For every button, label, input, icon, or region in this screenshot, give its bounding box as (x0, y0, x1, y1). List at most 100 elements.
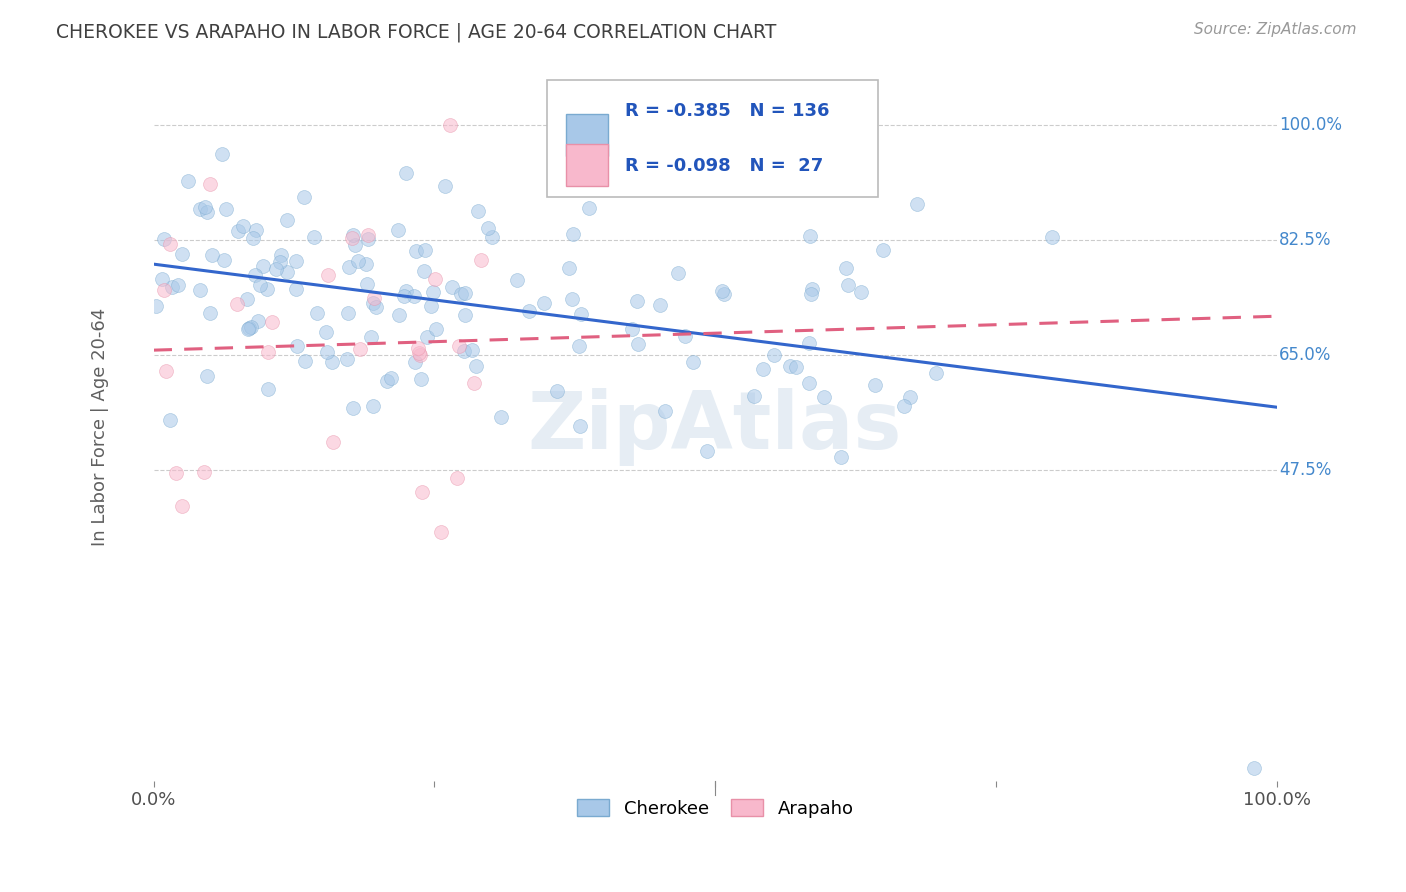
Point (406, 341, 429, 355)
Point (294, 354, 316, 368)
Point (318, 268, 340, 283)
Point (242, 231, 264, 245)
Point (477, 221, 499, 235)
Point (898, 390, 921, 404)
Point (761, 164, 783, 178)
Point (232, 219, 254, 234)
Point (1243, 761, 1265, 775)
Point (713, 286, 735, 301)
Point (422, 285, 444, 299)
Point (627, 337, 650, 351)
Point (682, 354, 704, 368)
Point (361, 295, 384, 310)
Point (256, 382, 278, 396)
Point (620, 321, 643, 335)
Point (285, 254, 308, 268)
Point (276, 212, 298, 227)
Point (834, 260, 856, 275)
Point (568, 418, 591, 433)
Point (447, 338, 470, 352)
Point (405, 244, 427, 258)
Text: CHEROKEE VS ARAPAHO IN LABOR FORCE | AGE 20-64 CORRELATION CHART: CHEROKEE VS ARAPAHO IN LABOR FORCE | AGE… (56, 22, 776, 42)
Point (578, 201, 600, 215)
Point (893, 400, 915, 414)
Point (356, 277, 378, 291)
Point (336, 352, 359, 367)
Point (160, 280, 183, 294)
Point (408, 346, 430, 360)
Point (439, 119, 461, 133)
Point (461, 343, 484, 358)
Text: 65.0%: 65.0% (1279, 346, 1331, 364)
Point (569, 308, 592, 322)
Point (269, 255, 291, 269)
Point (270, 248, 292, 262)
Point (266, 261, 288, 276)
Point (159, 236, 181, 251)
Point (336, 306, 359, 320)
Point (247, 314, 270, 328)
Point (799, 228, 821, 243)
Point (416, 330, 439, 344)
Point (491, 410, 513, 425)
Point (434, 179, 457, 194)
Point (177, 174, 200, 188)
Point (285, 339, 308, 353)
Point (316, 344, 339, 359)
Point (799, 335, 821, 350)
Point (198, 306, 221, 320)
Point (321, 355, 343, 369)
Point (165, 466, 187, 480)
Point (380, 371, 402, 385)
Point (337, 260, 360, 275)
Point (360, 330, 382, 344)
Point (238, 321, 260, 335)
Point (256, 282, 278, 296)
Point (568, 339, 591, 353)
Point (710, 284, 733, 298)
Point (170, 499, 193, 513)
Point (801, 282, 824, 296)
Point (925, 366, 948, 380)
Point (193, 465, 215, 479)
Text: R = -0.385   N = 136: R = -0.385 N = 136 (626, 102, 830, 120)
Point (322, 435, 344, 450)
Point (800, 286, 823, 301)
Point (159, 413, 181, 427)
Point (430, 524, 453, 539)
Point (561, 292, 583, 306)
Point (402, 289, 425, 303)
Point (785, 359, 807, 374)
Point (201, 248, 224, 262)
FancyBboxPatch shape (565, 113, 609, 156)
Point (409, 348, 432, 362)
Point (155, 363, 177, 377)
Point (742, 389, 765, 403)
Point (453, 344, 475, 359)
Text: Source: ZipAtlas.com: Source: ZipAtlas.com (1194, 22, 1357, 37)
Point (863, 378, 886, 392)
Point (763, 348, 786, 362)
Point (813, 390, 835, 404)
Point (153, 283, 176, 297)
Point (226, 224, 249, 238)
Point (285, 282, 308, 296)
Point (150, 271, 173, 285)
Point (558, 260, 581, 275)
Point (648, 298, 671, 312)
Point (561, 227, 583, 242)
Point (245, 223, 267, 237)
Point (292, 190, 315, 204)
Point (276, 265, 298, 279)
Point (546, 384, 568, 398)
Point (387, 223, 409, 237)
Point (666, 266, 689, 280)
Point (388, 308, 411, 322)
Point (340, 231, 363, 245)
Point (463, 376, 485, 390)
Point (235, 292, 257, 306)
Text: ZipAtlas: ZipAtlas (527, 388, 903, 466)
Point (1040, 230, 1063, 244)
Point (262, 315, 284, 329)
Point (145, 300, 167, 314)
